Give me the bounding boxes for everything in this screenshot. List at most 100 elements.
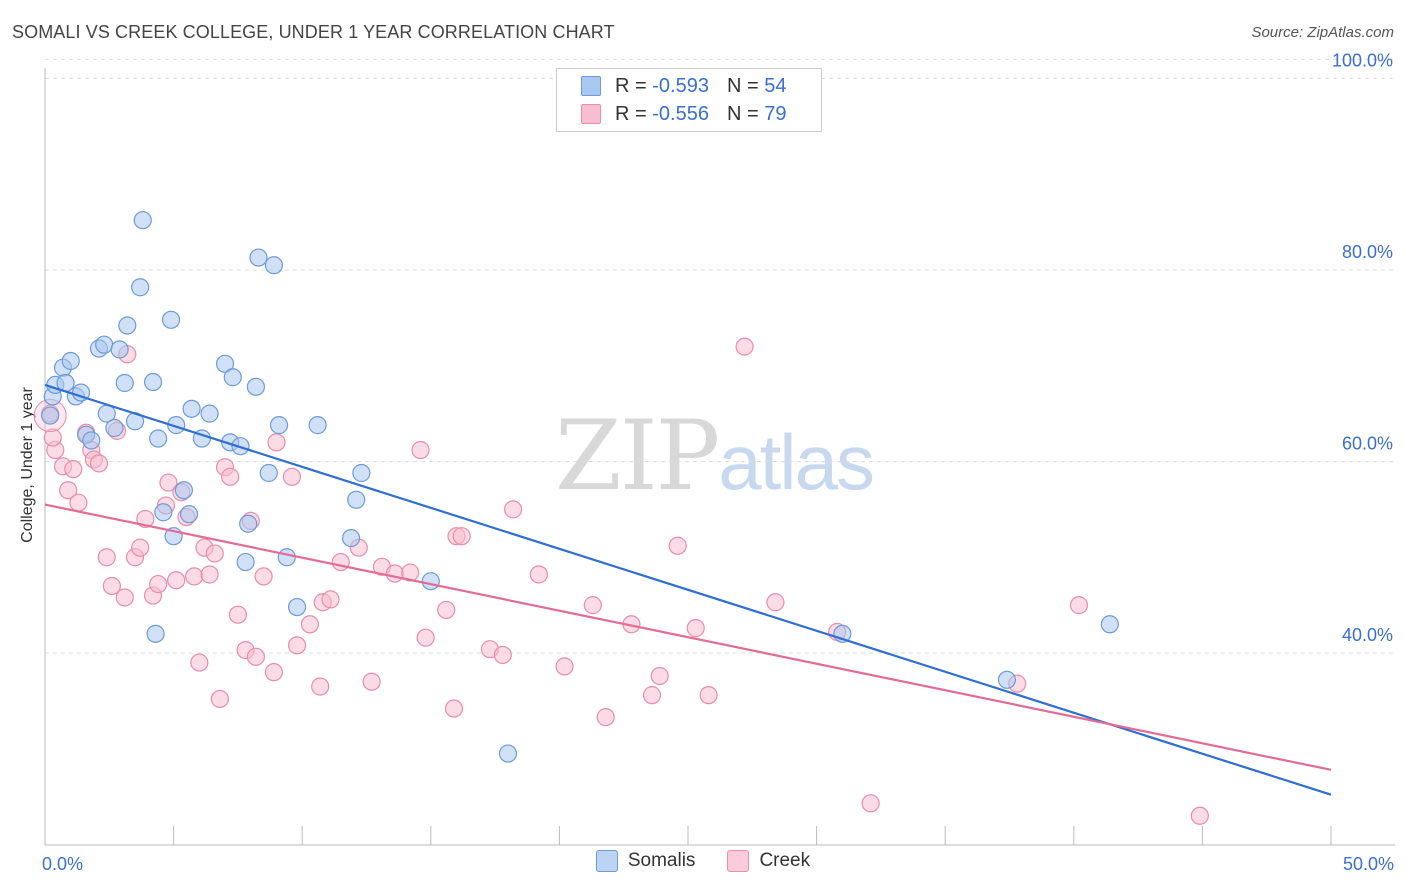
somalis-point <box>997 670 1017 689</box>
creek-point <box>766 593 785 612</box>
creek-point <box>89 454 109 473</box>
creek-point <box>385 564 404 583</box>
somalis-point <box>179 505 199 524</box>
y-tick-label: 100.0% <box>1332 51 1393 71</box>
creek-swatch <box>581 104 601 124</box>
creek-point <box>210 689 229 709</box>
creek-point <box>362 672 381 691</box>
creek-point <box>493 645 512 665</box>
somalis-point <box>131 278 150 297</box>
somalis-point <box>149 429 168 448</box>
creek-point <box>200 565 219 584</box>
axes <box>44 68 1395 846</box>
creek-point <box>444 699 464 718</box>
creek-point <box>411 440 430 460</box>
creek-point <box>136 509 155 529</box>
y-tick-label: 40.0% <box>1342 625 1393 645</box>
somalis-point <box>308 416 327 435</box>
somalis-point <box>1100 615 1119 634</box>
r-value: -0.556 <box>652 102 709 125</box>
legend-item-somalis: Somalis <box>595 850 696 872</box>
creek-point <box>69 493 88 512</box>
creek-point <box>287 636 307 655</box>
somalis-point <box>61 351 80 371</box>
creek-point <box>504 500 523 519</box>
creek-legend-swatch <box>727 850 750 872</box>
watermark-zip: ZIP <box>555 400 720 512</box>
somalis-point <box>115 373 134 393</box>
creek-point <box>555 657 574 676</box>
somalis-swatch <box>581 76 601 96</box>
somalis-point <box>41 406 60 425</box>
somalis-point <box>174 481 193 500</box>
somalis-point <box>82 431 101 450</box>
creek-point <box>311 677 330 696</box>
legend-label-somalis: Somalis <box>627 850 696 871</box>
creek-point <box>735 337 754 356</box>
creek-point <box>416 628 435 647</box>
somalis-point <box>352 463 371 483</box>
somalis-point <box>95 335 114 354</box>
n-value: 54 <box>764 74 787 97</box>
somalis-point <box>200 404 219 423</box>
creek-point <box>228 605 247 624</box>
y-tick-label: 80.0% <box>1342 242 1393 262</box>
creek-point <box>221 467 240 486</box>
source-attribution: Source: ZipAtlas.com <box>1251 24 1394 41</box>
creek-point <box>131 538 150 557</box>
creek-point <box>452 527 471 546</box>
creek-point <box>282 467 302 486</box>
series-legend: Somalis Creek <box>0 850 1406 872</box>
somalis-point <box>287 597 307 617</box>
r-label: R = <box>615 102 647 125</box>
creek-point <box>254 567 273 586</box>
creek-point <box>149 574 168 594</box>
somalis-point <box>110 340 129 359</box>
somalis-point <box>249 248 268 267</box>
somalis-point <box>154 503 173 522</box>
somalis-point <box>259 463 278 483</box>
creek-point <box>102 576 121 596</box>
creek-point <box>190 653 209 672</box>
creek-point <box>267 433 286 452</box>
somalis-points <box>41 211 1119 763</box>
r-label: R = <box>615 74 647 97</box>
creek-point <box>185 567 204 586</box>
legend-item-creek: Creek <box>727 850 810 872</box>
somalis-point <box>239 514 258 533</box>
tick-labels: 100.0% 80.0% 60.0% 40.0% 0.0% 50.0% <box>42 51 1394 875</box>
creek-point <box>1069 596 1089 615</box>
somalis-point <box>269 416 289 435</box>
somalis-point <box>421 572 440 591</box>
creek-point <box>246 647 266 666</box>
somalis-point <box>341 528 361 548</box>
creek-point <box>321 590 340 609</box>
creek-point <box>668 536 687 555</box>
creek-point <box>43 428 62 447</box>
somalis-point <box>264 256 284 275</box>
somalis-point <box>105 418 124 438</box>
somalis-point <box>223 368 242 387</box>
somalis-point <box>118 316 137 335</box>
legend-row-creek: R = -0.556 N = 79 <box>581 101 786 127</box>
creek-point <box>437 600 456 620</box>
n-value: 79 <box>764 102 787 125</box>
creek-point <box>650 666 669 686</box>
x-tick-label: 50.0% <box>1343 854 1394 874</box>
somalis-point <box>215 354 235 373</box>
n-label: N = <box>726 74 759 97</box>
creek-point <box>699 686 718 705</box>
creek-point <box>861 794 880 813</box>
correlation-legend: R = -0.593 N = 54 R = -0.556 N = 79 <box>556 68 822 132</box>
creek-trend-line <box>44 503 1332 771</box>
n-label: N = <box>726 102 759 125</box>
somalis-legend-swatch <box>595 850 618 872</box>
creek-point <box>642 686 662 705</box>
creek-point <box>64 460 83 479</box>
creek-point <box>97 548 116 567</box>
somalis-point <box>143 372 163 392</box>
creek-point <box>529 565 548 584</box>
creek-point <box>264 663 284 682</box>
somalis-point <box>236 552 255 572</box>
